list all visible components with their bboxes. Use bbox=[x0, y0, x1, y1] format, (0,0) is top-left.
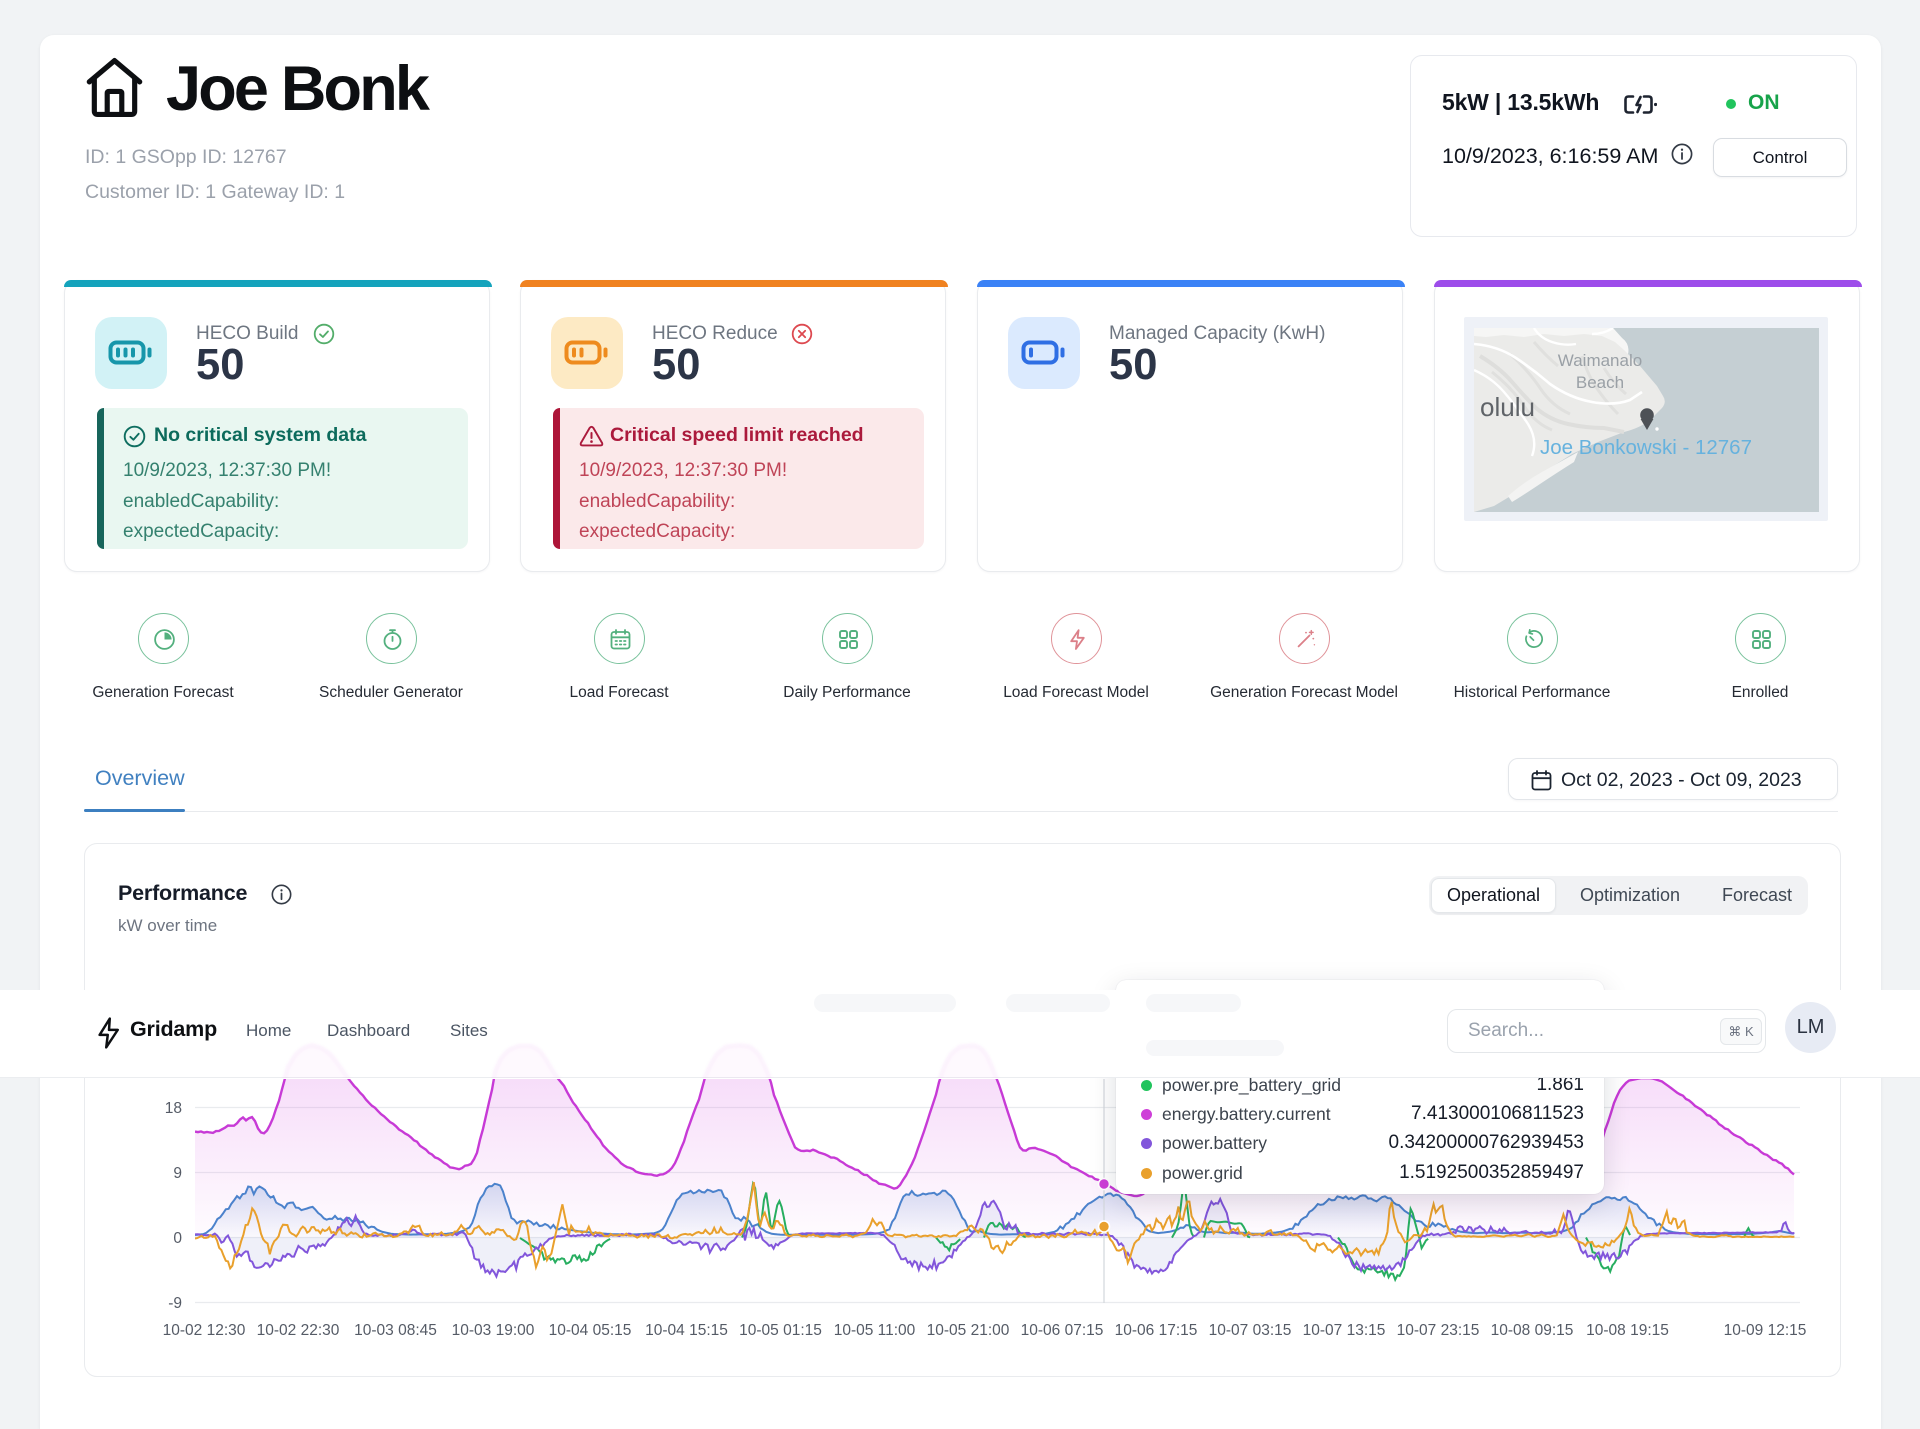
svg-text:Joe Bonkowski - 12767: Joe Bonkowski - 12767 bbox=[1540, 436, 1752, 459]
svg-text:Waimanalo: Waimanalo bbox=[1558, 351, 1642, 370]
svg-text:olulu: olulu bbox=[1480, 392, 1535, 422]
svg-text:Beach: Beach bbox=[1576, 373, 1624, 392]
